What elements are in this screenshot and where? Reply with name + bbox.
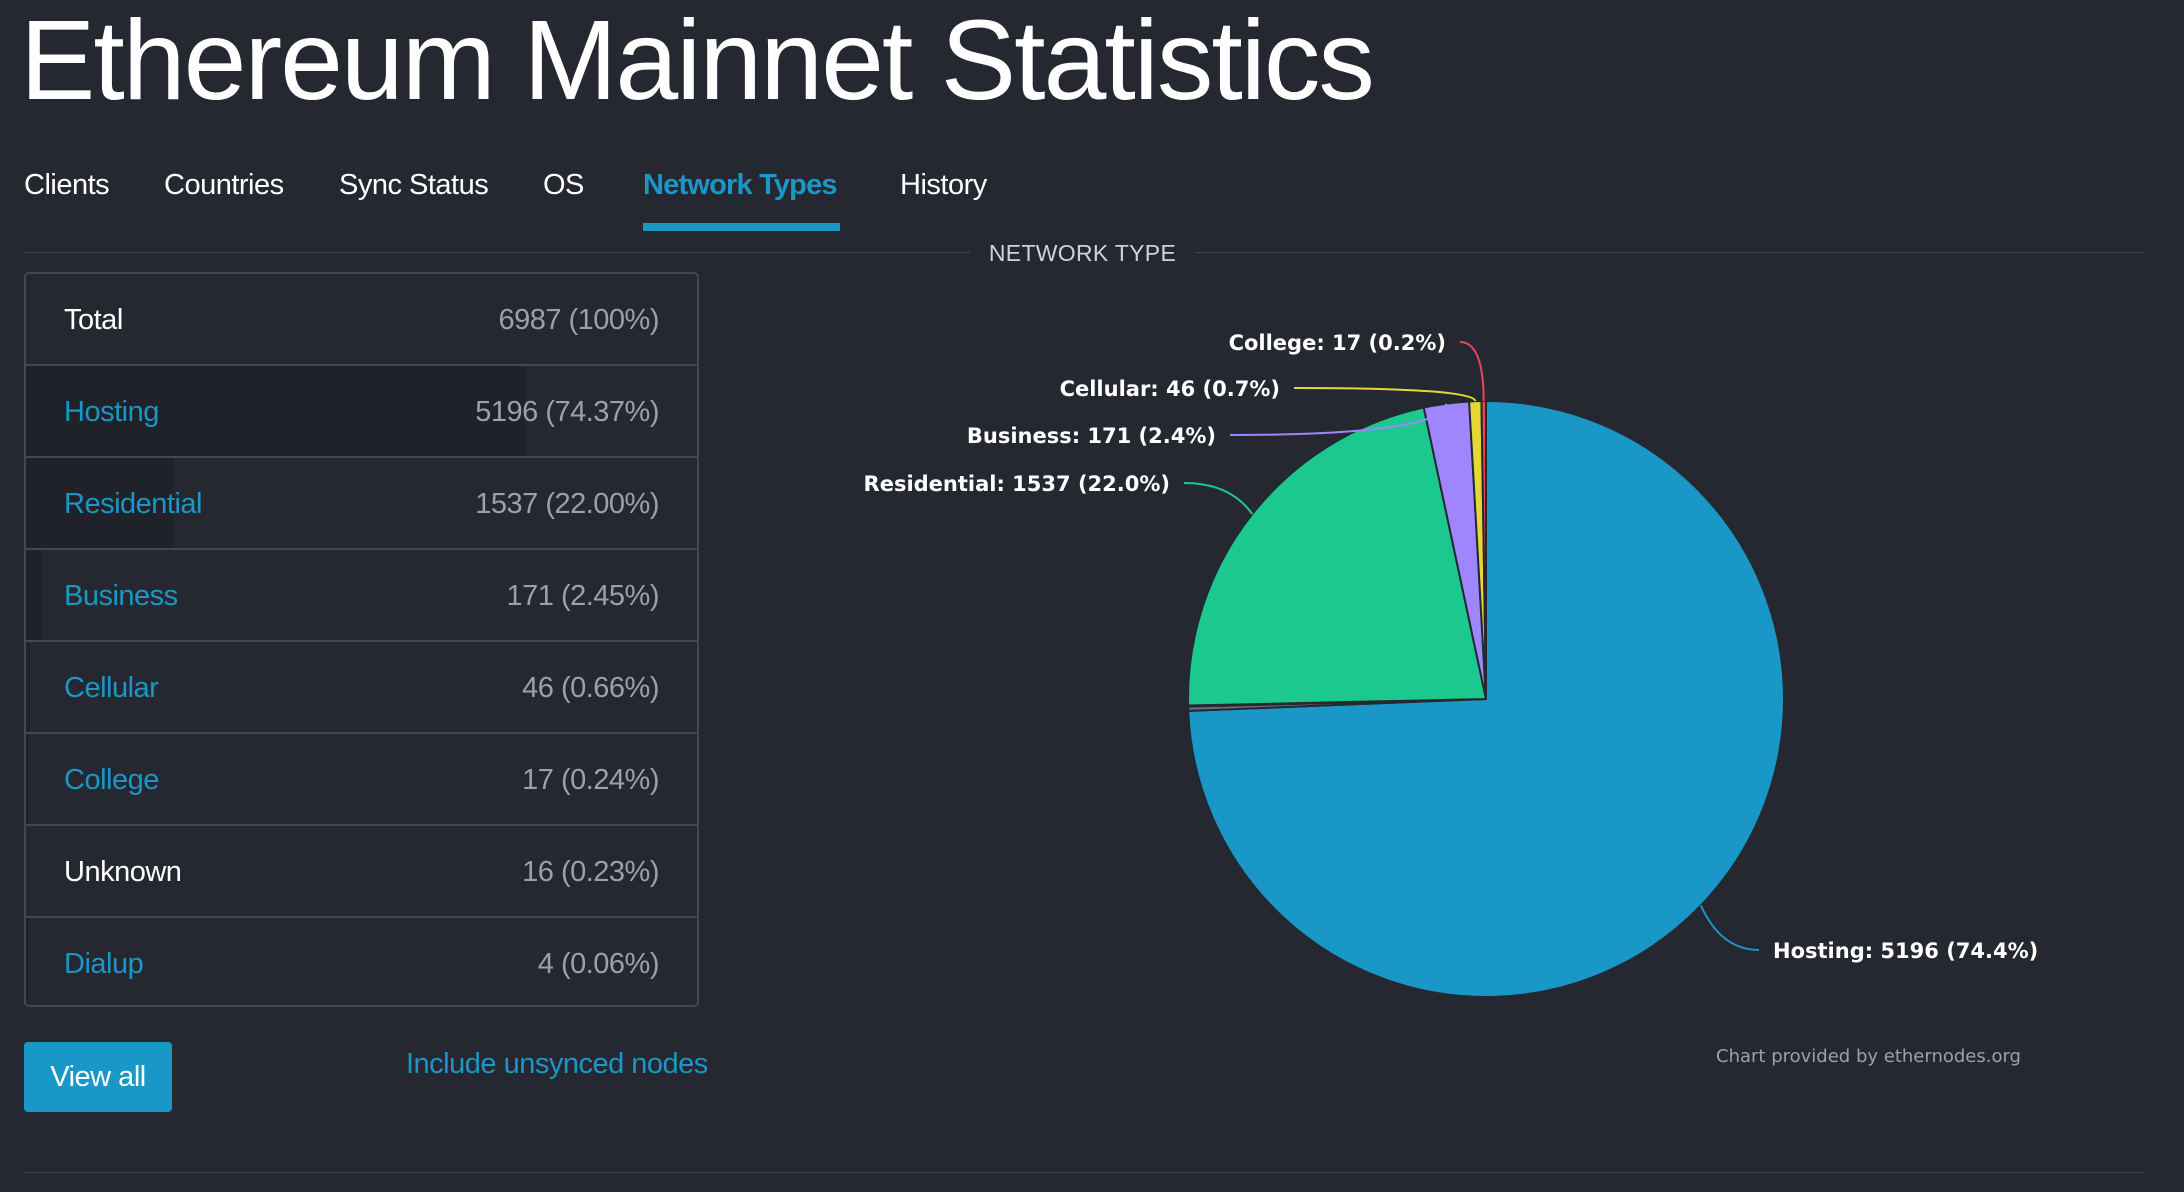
table-row-college: College 17 (0.24%) <box>26 734 697 826</box>
share-bar <box>26 366 526 458</box>
pie-leader-residential <box>1183 482 1254 515</box>
row-divider <box>26 548 697 550</box>
include-unsynced-link[interactable]: Include unsynced nodes <box>406 1048 708 1080</box>
pie-slice-college[interactable] <box>1480 399 1487 700</box>
share-bar <box>26 734 28 826</box>
tab-countries[interactable]: Countries <box>164 169 284 201</box>
network-type-table: Total 6987 (100%) Hosting 5196 (74.37%) … <box>24 272 699 1007</box>
tab-history[interactable]: History <box>900 169 987 201</box>
tab-sync-status[interactable]: Sync Status <box>339 169 489 201</box>
share-bar <box>26 642 31 734</box>
row-value: 1537 (22.00%) <box>475 488 659 520</box>
row-divider <box>26 732 697 734</box>
row-label-link[interactable]: Hosting <box>64 396 159 428</box>
row-label-link[interactable]: Dialup <box>64 948 144 980</box>
row-divider <box>26 824 697 826</box>
table-row-total: Total 6987 (100%) <box>26 274 697 366</box>
footer-divider <box>24 1172 2143 1173</box>
row-value: 17 (0.24%) <box>522 764 659 796</box>
pie-slices <box>1187 399 1785 998</box>
section-label: NETWORK TYPE <box>988 240 1177 266</box>
pie-label-hosting: Hosting: 5196 (74.4%) <box>1773 939 2038 963</box>
row-divider <box>26 456 697 458</box>
pie-label-residential: Residential: 1537 (22.0%) <box>864 472 1170 496</box>
table-row-residential: Residential 1537 (22.00%) <box>26 458 697 550</box>
table-row-unknown: Unknown 16 (0.23%) <box>26 826 697 918</box>
row-value: 46 (0.66%) <box>522 672 659 704</box>
row-value: 171 (2.45%) <box>506 580 660 612</box>
row-divider <box>26 640 697 642</box>
view-all-button[interactable]: View all <box>24 1042 172 1112</box>
share-bar <box>26 550 43 642</box>
page-title: Ethereum Mainnet Statistics <box>20 0 1375 123</box>
chart-credit[interactable]: Chart provided by ethernodes.org <box>1716 1046 2021 1067</box>
row-label-link[interactable]: Business <box>64 580 178 612</box>
pie-label-cellular: Cellular: 46 (0.7%) <box>1060 377 1280 401</box>
pie-leader-cellular <box>1293 387 1477 402</box>
row-label: Unknown <box>64 856 182 888</box>
row-value: 16 (0.23%) <box>522 856 659 888</box>
row-divider <box>26 364 697 366</box>
row-label-link[interactable]: Cellular <box>64 672 159 704</box>
table-row-cellular: Cellular 46 (0.66%) <box>26 642 697 734</box>
row-value: 6987 (100%) <box>498 304 659 336</box>
table-row-business: Business 171 (2.45%) <box>26 550 697 642</box>
tab-os[interactable]: OS <box>543 169 584 201</box>
pie-label-business: Business: 171 (2.4%) <box>967 424 1216 448</box>
row-value: 5196 (74.37%) <box>475 396 659 428</box>
tab-network-types[interactable]: Network Types <box>643 169 838 201</box>
row-label-link[interactable]: College <box>64 764 159 796</box>
share-bar <box>26 458 174 550</box>
pie-labels: Hosting: 5196 (74.4%) Residential: 1537 (… <box>864 331 2039 963</box>
pie-leader-college <box>1459 341 1485 402</box>
active-tab-indicator <box>643 223 840 231</box>
tab-clients[interactable]: Clients <box>24 169 110 201</box>
pie-label-college: College: 17 (0.2%) <box>1229 331 1446 355</box>
pie-leader-hosting <box>1699 905 1760 951</box>
pie-slice-residential[interactable] <box>1187 406 1487 707</box>
pie-leader-business <box>1229 403 1448 436</box>
table-row-hosting: Hosting 5196 (74.37%) <box>26 366 697 458</box>
section-divider-left <box>24 252 970 253</box>
row-label-link[interactable]: Residential <box>64 488 202 520</box>
table-row-dialup: Dialup 4 (0.06%) <box>26 918 697 1005</box>
row-divider <box>26 916 697 918</box>
pie-leader-lines <box>1183 341 1760 951</box>
section-divider-right <box>1195 252 2143 253</box>
row-label: Total <box>64 304 123 336</box>
share-bar <box>26 918 28 1005</box>
row-value: 4 (0.06%) <box>537 948 660 980</box>
